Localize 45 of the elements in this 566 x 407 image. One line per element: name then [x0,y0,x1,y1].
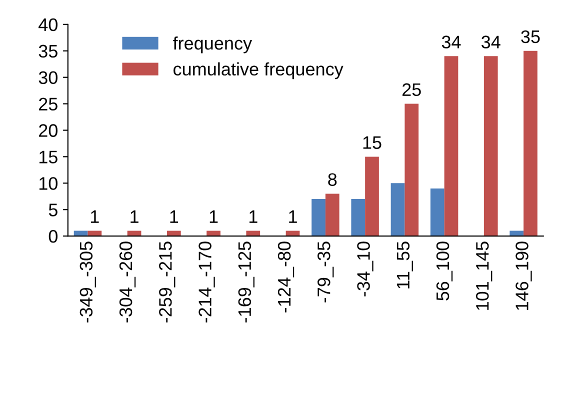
data-label: 1 [210,210,218,223]
bar [390,183,405,236]
x-tick-label: -79_-35 [318,242,334,302]
y-tick-label: 20 [39,124,58,137]
bar [404,104,419,236]
bar [484,56,498,236]
y-tick-label: 25 [39,98,58,111]
x-tick-label: 56_100 [436,242,453,300]
x-tick-label: -304_-260 [119,242,136,322]
bar [351,199,366,236]
y-tick-label: 15 [39,150,58,164]
data-label: 1 [170,210,178,223]
bar [365,156,379,236]
x-tick-label: 101_145 [476,242,492,310]
data-label: 25 [402,83,421,96]
data-label: 34 [442,36,461,48]
y-tick-label: 5 [48,204,58,216]
legend-label: cumulative frequency [174,62,344,80]
bar [325,194,340,236]
data-label: 35 [521,30,540,44]
data-label: 1 [250,210,258,223]
x-tick-label: -34_10 [357,242,374,296]
data-label: 15 [363,136,382,149]
x-tick-label: -214_-170 [198,242,215,322]
x-tick-label: 11_55 [396,242,413,288]
x-tick-label: 146_190 [516,242,532,310]
data-label: 1 [91,210,99,223]
data-label: 34 [482,36,500,48]
data-label: 8 [328,173,337,186]
y-tick-label: 35 [38,44,58,58]
bar [444,56,458,236]
bar [524,50,538,236]
y-tick-label: 30 [38,71,58,84]
bar [430,188,444,236]
y-tick-label: 0 [48,230,58,243]
x-tick-label: -349_-305 [80,242,96,322]
x-tick-label: -169_-125 [238,242,254,322]
x-tick-label: -124_-80 [278,242,294,312]
data-label: 1 [289,210,297,223]
legend-label: frequency [173,36,252,54]
y-tick-label: 10 [39,177,58,190]
x-tick-label: -259_-215 [159,242,176,322]
y-tick-label: 40 [38,18,58,32]
bar [312,199,326,236]
data-label: 1 [130,210,138,223]
